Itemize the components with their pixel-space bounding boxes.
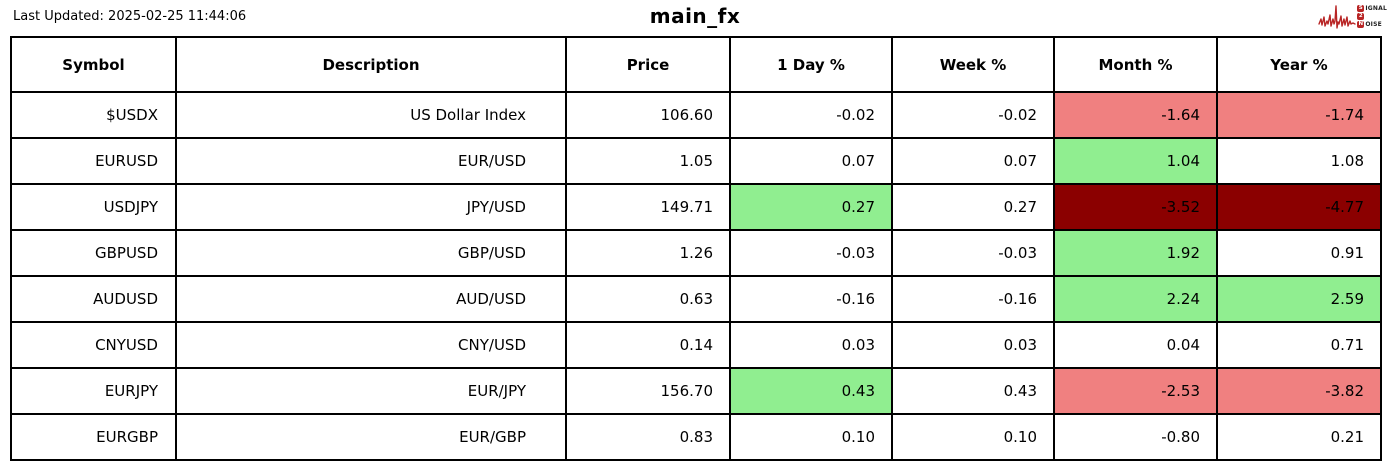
cell-year-pct: 1.08 [1216, 137, 1382, 185]
cell-price: 0.83 [565, 413, 731, 461]
cell-year-pct: -1.74 [1216, 91, 1382, 139]
cell-symbol: EURGBP [10, 413, 177, 461]
cell-description: CNY/USD [175, 321, 567, 369]
cell-description: JPY/USD [175, 183, 567, 231]
table-row: CNYUSD CNY/USD 0.14 0.03 0.03 0.04 0.71 [10, 321, 1382, 369]
cell-description: AUD/USD [175, 275, 567, 323]
cell-day-pct: 0.07 [729, 137, 893, 185]
cell-day-pct: 0.10 [729, 413, 893, 461]
column-header-price: Price [565, 36, 731, 93]
cell-price: 149.71 [565, 183, 731, 231]
cell-price: 156.70 [565, 367, 731, 415]
cell-symbol: EURUSD [10, 137, 177, 185]
cell-day-pct: -0.03 [729, 229, 893, 277]
column-header-symbol: Symbol [10, 36, 177, 93]
cell-symbol: CNYUSD [10, 321, 177, 369]
cell-week-pct: 0.43 [891, 367, 1055, 415]
signal2noise-logo: S IGNAL 2 N OISE [1318, 2, 1387, 30]
cell-symbol: GBPUSD [10, 229, 177, 277]
logo-signal-text: IGNAL [1365, 4, 1387, 12]
cell-price: 1.26 [565, 229, 731, 277]
cell-symbol: EURJPY [10, 367, 177, 415]
cell-week-pct: -0.02 [891, 91, 1055, 139]
logo-noise-text: OISE [1365, 20, 1382, 28]
cell-week-pct: -0.03 [891, 229, 1055, 277]
table-row: GBPUSD GBP/USD 1.26 -0.03 -0.03 1.92 0.91 [10, 229, 1382, 277]
cell-month-pct: 2.24 [1053, 275, 1218, 323]
last-updated-timestamp: Last Updated: 2025-02-25 11:44:06 [13, 9, 247, 24]
cell-description: EUR/JPY [175, 367, 567, 415]
column-header-day-pct: 1 Day % [729, 36, 893, 93]
table-row: EURUSD EUR/USD 1.05 0.07 0.07 1.04 1.08 [10, 137, 1382, 185]
cell-year-pct: 0.71 [1216, 321, 1382, 369]
logo-badge-2: 2 [1357, 12, 1365, 20]
cell-year-pct: -3.82 [1216, 367, 1382, 415]
fx-rates-table: Symbol Description Price 1 Day % Week % Month… [10, 36, 1382, 461]
cell-year-pct: 2.59 [1216, 275, 1382, 323]
cell-week-pct: -0.16 [891, 275, 1055, 323]
cell-price: 1.05 [565, 137, 731, 185]
cell-day-pct: 0.27 [729, 183, 893, 231]
cell-price: 0.14 [565, 321, 731, 369]
cell-symbol: AUDUSD [10, 275, 177, 323]
page-title: main_fx [649, 4, 741, 28]
table-row: EURGBP EUR/GBP 0.83 0.10 0.10 -0.80 0.21 [10, 413, 1382, 461]
cell-week-pct: 0.27 [891, 183, 1055, 231]
cell-month-pct: -3.52 [1053, 183, 1218, 231]
table-row: AUDUSD AUD/USD 0.63 -0.16 -0.16 2.24 2.59 [10, 275, 1382, 323]
logo-line-noise: N OISE [1357, 20, 1387, 29]
cell-day-pct: 0.43 [729, 367, 893, 415]
waveform-icon [1318, 5, 1357, 29]
cell-week-pct: 0.03 [891, 321, 1055, 369]
column-header-year-pct: Year % [1216, 36, 1382, 93]
cell-price: 106.60 [565, 91, 731, 139]
cell-price: 0.63 [565, 275, 731, 323]
cell-description: EUR/USD [175, 137, 567, 185]
table-body: $USDX US Dollar Index 106.60 -0.02 -0.02 -1.6… [10, 91, 1382, 461]
column-header-month-pct: Month % [1053, 36, 1218, 93]
cell-month-pct: -1.64 [1053, 91, 1218, 139]
logo-badge-n: N [1357, 20, 1365, 28]
cell-day-pct: 0.03 [729, 321, 893, 369]
logo-line-2: 2 [1357, 12, 1387, 20]
table-row: EURJPY EUR/JPY 156.70 0.43 0.43 -2.53 -3.82 [10, 367, 1382, 415]
table-row: $USDX US Dollar Index 106.60 -0.02 -0.02 -1.6… [10, 91, 1382, 139]
cell-month-pct: -0.80 [1053, 413, 1218, 461]
cell-symbol: $USDX [10, 91, 177, 139]
cell-week-pct: 0.10 [891, 413, 1055, 461]
column-header-week-pct: Week % [891, 36, 1055, 93]
cell-day-pct: -0.02 [729, 91, 893, 139]
logo-line-signal: S IGNAL [1357, 4, 1387, 13]
cell-year-pct: 0.21 [1216, 413, 1382, 461]
cell-day-pct: -0.16 [729, 275, 893, 323]
logo-badge-s: S [1357, 4, 1365, 12]
column-header-description: Description [175, 36, 567, 93]
cell-month-pct: 1.04 [1053, 137, 1218, 185]
header-row: Symbol Description Price 1 Day % Week % Month… [10, 36, 1382, 93]
cell-month-pct: 1.92 [1053, 229, 1218, 277]
cell-description: GBP/USD [175, 229, 567, 277]
cell-description: US Dollar Index [175, 91, 567, 139]
logo-wordmark: S IGNAL 2 N OISE [1357, 4, 1387, 29]
cell-week-pct: 0.07 [891, 137, 1055, 185]
cell-month-pct: 0.04 [1053, 321, 1218, 369]
cell-year-pct: -4.77 [1216, 183, 1382, 231]
cell-year-pct: 0.91 [1216, 229, 1382, 277]
cell-symbol: USDJPY [10, 183, 177, 231]
cell-month-pct: -2.53 [1053, 367, 1218, 415]
cell-description: EUR/GBP [175, 413, 567, 461]
table-row: USDJPY JPY/USD 149.71 0.27 0.27 -3.52 -4.77 [10, 183, 1382, 231]
